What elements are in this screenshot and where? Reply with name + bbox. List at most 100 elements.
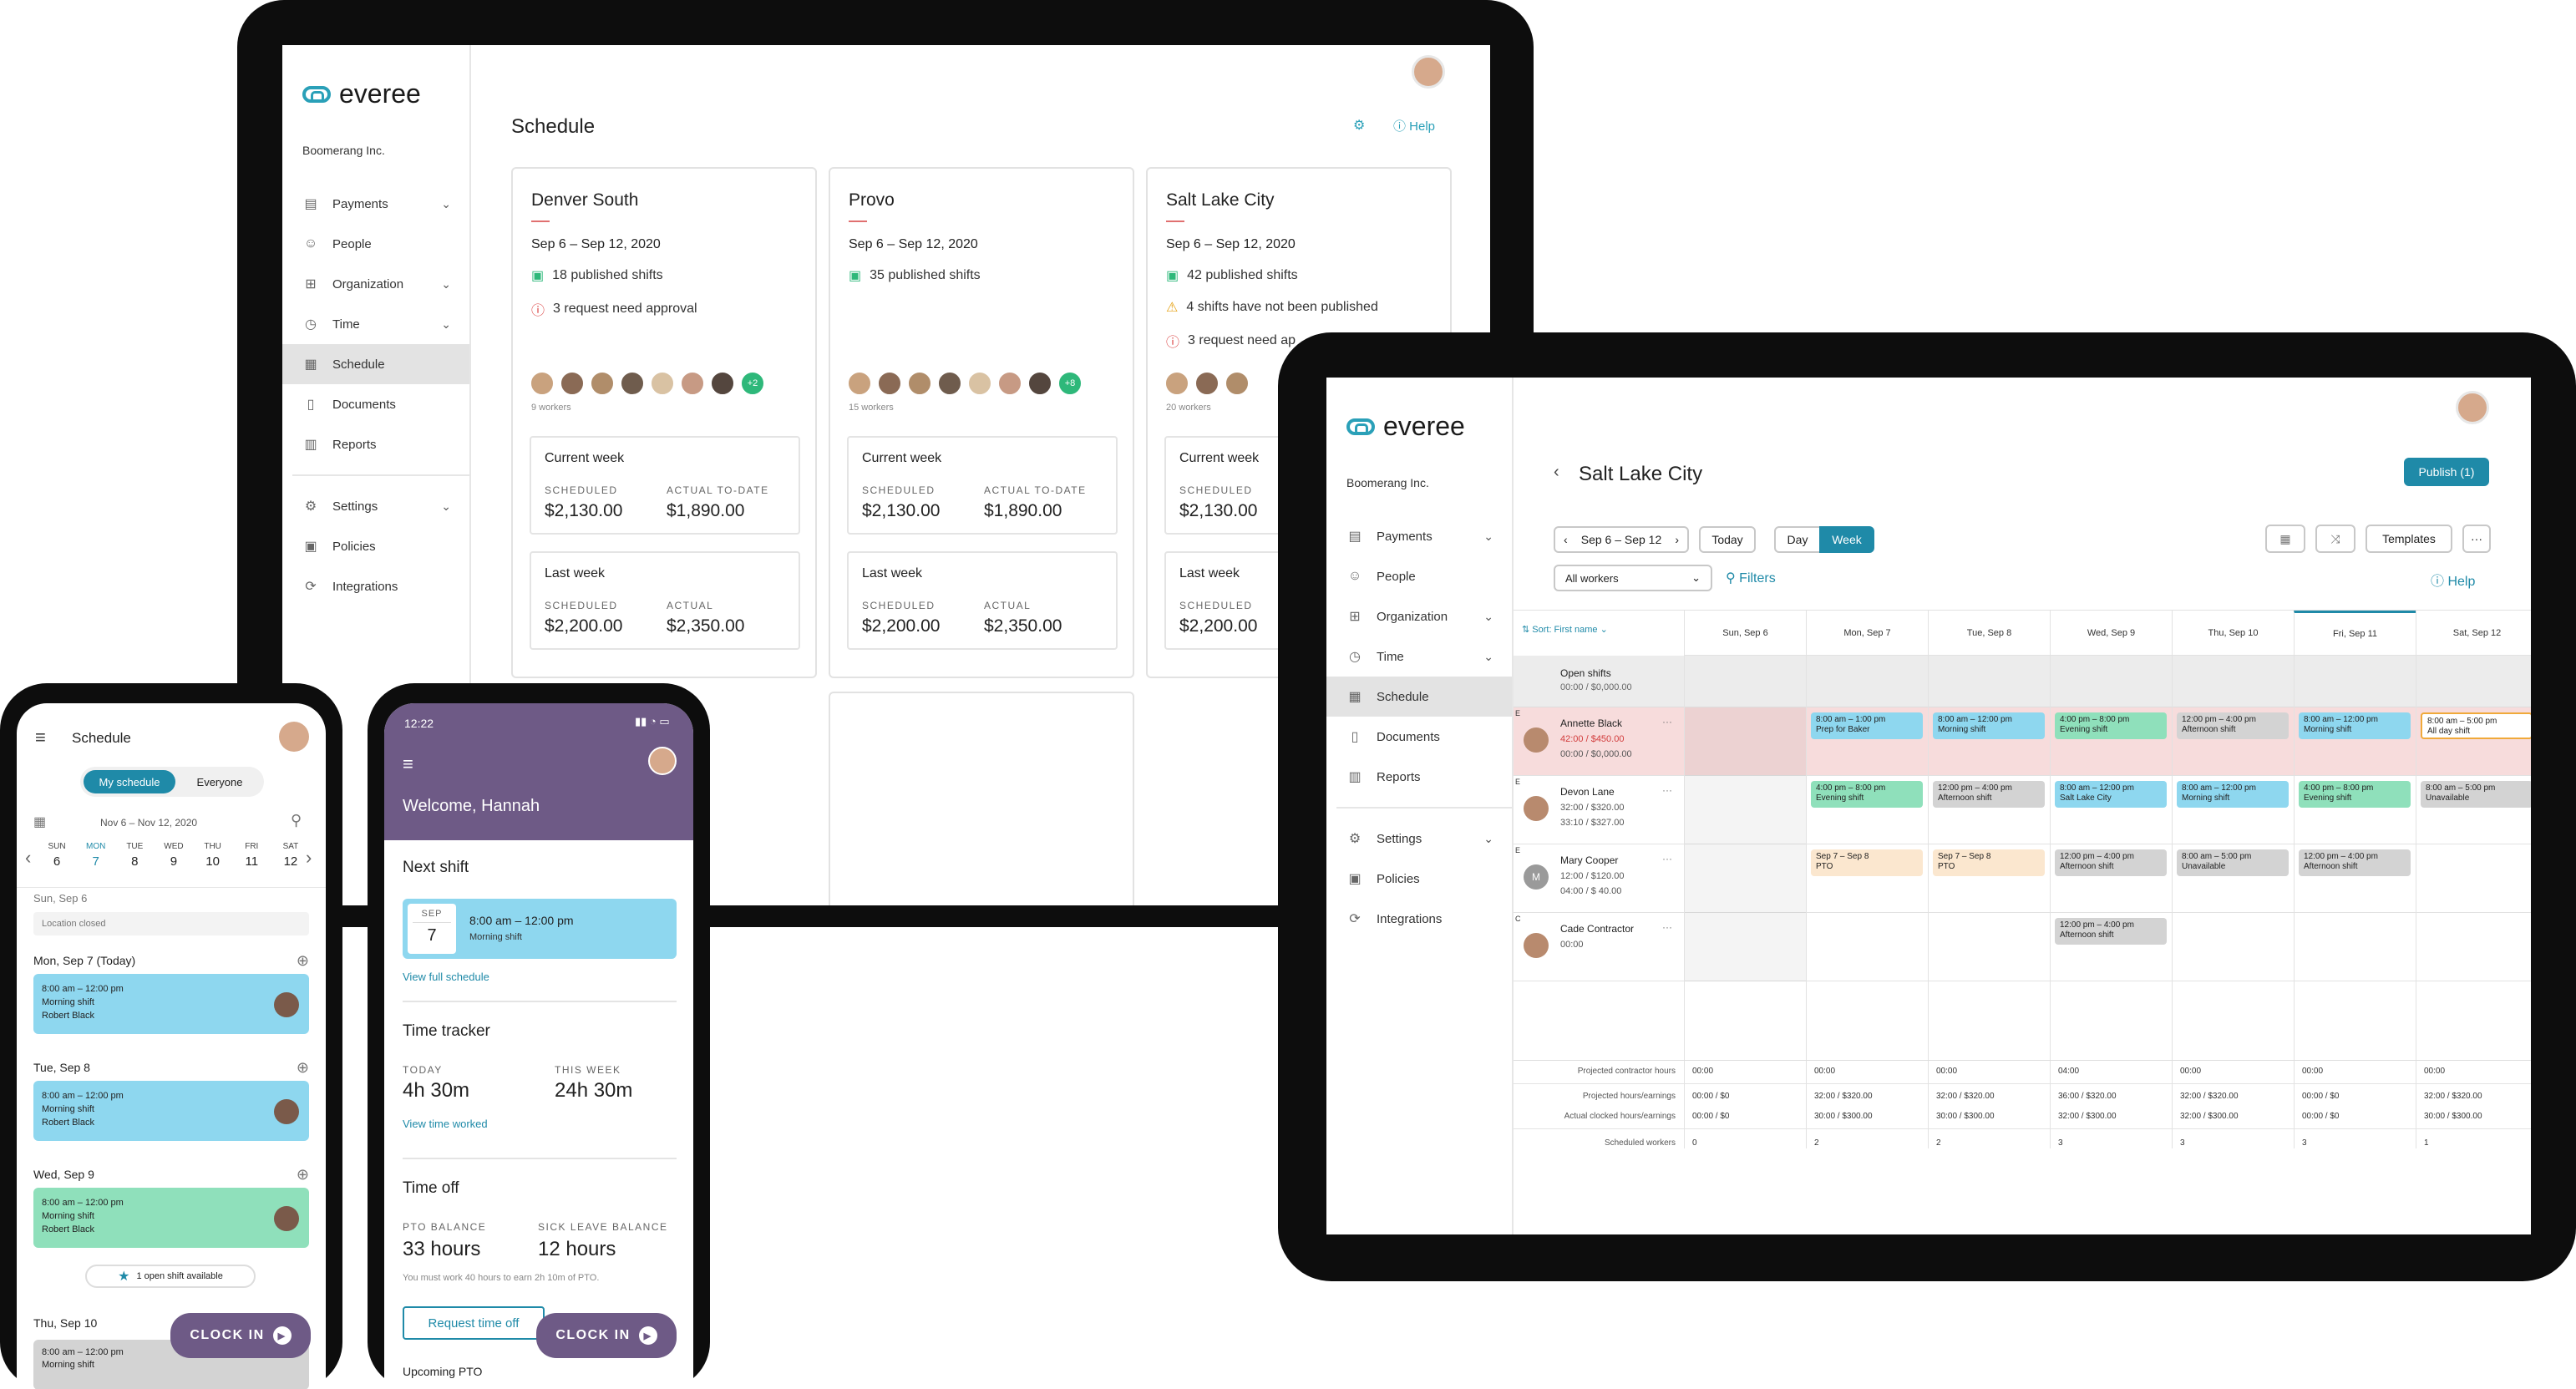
next-shift-card[interactable]: SEP 7 8:00 am – 12:00 pm Morning shift <box>403 899 677 959</box>
calendar-icon[interactable]: ▦ <box>33 815 47 829</box>
week-day[interactable]: SUN 6 <box>42 842 72 879</box>
shift-card[interactable]: 8:00 am – 12:00 pm Morning shift Robert Bl… <box>33 1081 309 1141</box>
workers-select[interactable]: All workers ⌄ <box>1554 565 1712 591</box>
date-range-selector[interactable]: ‹ Sep 6 – Sep 12 › <box>1554 526 1689 553</box>
nav-documents[interactable]: ▯ Documents <box>282 384 469 424</box>
add-shift-icon[interactable]: ⊕ <box>296 1166 309 1183</box>
week-day[interactable]: FRI 11 <box>236 842 266 879</box>
chevron-left-icon[interactable]: ‹ <box>1564 533 1568 546</box>
week-day[interactable]: WED 9 <box>159 842 189 879</box>
hamburger-icon[interactable]: ≡ <box>403 753 413 774</box>
shift-block[interactable]: 12:00 pm – 4:00 pm Afternoon shift <box>2055 918 2167 945</box>
shift-block[interactable]: 4:00 pm – 8:00 pm Evening shift <box>2299 781 2411 808</box>
user-avatar[interactable] <box>648 747 677 775</box>
nav-payments[interactable]: ▤ Payments ⌄ <box>1326 516 1512 556</box>
nav-integrations[interactable]: ⟳ Integrations <box>282 566 469 606</box>
week-toggle[interactable]: Week <box>1819 526 1874 553</box>
clock-in-button[interactable]: CLOCK IN ▶ <box>536 1313 677 1358</box>
chevron-right-icon[interactable]: › <box>306 847 312 868</box>
help-link[interactable]: ⓘ Help <box>2431 575 2476 589</box>
filter-icon[interactable]: ⚲ <box>291 812 302 829</box>
nav-time[interactable]: ◷ Time ⌄ <box>282 304 469 344</box>
nav-schedule[interactable]: ▦ Schedule <box>282 344 469 384</box>
shift-block[interactable]: 8:00 am – 1:00 pm Prep for Baker <box>1811 712 1923 739</box>
week-day[interactable]: MON 7 <box>81 842 111 879</box>
gear-icon[interactable]: ⚙ <box>1353 119 1366 133</box>
row-menu-icon[interactable]: ··· <box>1662 784 1672 796</box>
employee-row[interactable] <box>1514 844 2531 913</box>
nav-settings[interactable]: ⚙ Settings ⌄ <box>1326 819 1512 859</box>
shift-block[interactable]: 4:00 pm – 8:00 pm Evening shift <box>1811 781 1923 808</box>
day-toggle[interactable]: Day <box>1774 526 1821 553</box>
nav-settings[interactable]: ⚙ Settings ⌄ <box>282 486 469 526</box>
week-day[interactable]: THU 10 <box>198 842 228 879</box>
nav-organization[interactable]: ⊞ Organization ⌄ <box>282 264 469 304</box>
add-shift-icon[interactable]: ⊕ <box>296 952 309 969</box>
nav-people[interactable]: ☺ People <box>282 224 469 264</box>
shift-block[interactable]: 8:00 am – 5:00 pm Unavailable <box>2421 781 2531 808</box>
chevron-right-icon[interactable]: › <box>1675 533 1679 546</box>
shift-block[interactable]: 4:00 pm – 8:00 pm Evening shift <box>2055 712 2167 739</box>
shift-block[interactable]: Sep 7 – Sep 8 PTO <box>1811 849 1923 876</box>
add-shift-icon[interactable]: ⊕ <box>296 1059 309 1076</box>
nav-organization[interactable]: ⊞ Organization ⌄ <box>1326 596 1512 636</box>
shift-card[interactable]: 8:00 am – 12:00 pm Morning shift Robert Bl… <box>33 974 309 1034</box>
today-button[interactable]: Today <box>1699 526 1756 553</box>
row-menu-icon[interactable]: ··· <box>1662 921 1672 933</box>
shift-card[interactable]: 8:00 am – 12:00 pm Morning shift Robert Bl… <box>33 1188 309 1248</box>
user-avatar[interactable] <box>279 722 309 752</box>
shift-block[interactable]: 8:00 am – 5:00 pm All day shift <box>2421 712 2531 739</box>
everyone-tab[interactable]: Everyone <box>196 775 243 788</box>
shift-block[interactable]: 8:00 am – 12:00 pm Morning shift <box>2177 781 2289 808</box>
filters-button[interactable]: ⚲ Filters <box>1726 571 1776 586</box>
more-button[interactable]: ··· <box>2462 525 2491 553</box>
templates-button[interactable]: Templates <box>2366 525 2452 553</box>
employee-row[interactable] <box>1514 913 2531 981</box>
calendar-view-button[interactable]: ▦ <box>2265 525 2305 553</box>
view-time-worked-link[interactable]: View time worked <box>403 1118 488 1130</box>
help-link[interactable]: ⓘ Help <box>1393 119 1436 134</box>
hamburger-icon[interactable]: ≡ <box>35 727 46 748</box>
footer-value: 32:00 / $320.00 <box>2180 1092 2239 1101</box>
user-avatar[interactable] <box>1412 55 1445 89</box>
view-full-schedule-link[interactable]: View full schedule <box>403 971 489 983</box>
sort-control[interactable]: ⇅ Sort: First name ⌄ <box>1522 625 1608 635</box>
user-avatar[interactable] <box>2456 391 2489 424</box>
clock-in-button[interactable]: CLOCK IN ▶ <box>170 1313 311 1358</box>
week-day[interactable]: SAT 12 <box>276 842 306 879</box>
nav-people[interactable]: ☺ People <box>1326 556 1512 596</box>
location-card[interactable]: Provo Sep 6 – Sep 12, 2020 ▣ 35 published… <box>829 167 1134 678</box>
row-menu-icon[interactable]: ··· <box>1662 853 1672 864</box>
shuffle-button[interactable]: ⤨ <box>2315 525 2355 553</box>
back-arrow-icon[interactable]: ‹ <box>1554 463 1559 481</box>
request-time-off-button[interactable]: Request time off <box>403 1306 545 1340</box>
shift-block[interactable]: Sep 7 – Sep 8 PTO <box>1933 849 2045 876</box>
shift-block[interactable]: 12:00 pm – 4:00 pm Afternoon shift <box>2177 712 2289 739</box>
row-menu-icon[interactable]: ··· <box>1662 716 1672 727</box>
shift-block[interactable]: 12:00 pm – 4:00 pm Afternoon shift <box>2055 849 2167 876</box>
week-day[interactable]: TUE 8 <box>119 842 150 879</box>
avatar <box>1225 371 1250 396</box>
nav-policies[interactable]: ▣ Policies <box>282 526 469 566</box>
shift-block[interactable]: 12:00 pm – 4:00 pm Afternoon shift <box>1933 781 2045 808</box>
employee-row[interactable] <box>1514 776 2531 844</box>
nav-reports[interactable]: ▥ Reports <box>1326 757 1512 797</box>
location-card[interactable]: Denver South Sep 6 – Sep 12, 2020 ▣ 18 pu… <box>511 167 817 678</box>
nav-payments[interactable]: ▤ Payments ⌄ <box>282 184 469 224</box>
shift-block[interactable]: 8:00 am – 12:00 pm Salt Lake City <box>2055 781 2167 808</box>
chevron-left-icon[interactable]: ‹ <box>25 847 32 868</box>
nav-time[interactable]: ◷ Time ⌄ <box>1326 636 1512 677</box>
nav-schedule[interactable]: ▦ Schedule <box>1326 677 1512 717</box>
open-shift-chip[interactable]: ★ 1 open shift available <box>85 1265 256 1288</box>
publish-button[interactable]: Publish (1) <box>2404 458 2489 486</box>
shift-block[interactable]: 8:00 am – 12:00 pm Morning shift <box>1933 712 2045 739</box>
nav-integrations[interactable]: ⟳ Integrations <box>1326 899 1512 939</box>
nav-documents[interactable]: ▯ Documents <box>1326 717 1512 757</box>
shift-block[interactable]: 8:00 am – 5:00 pm Unavailable <box>2177 849 2289 876</box>
shift-block[interactable]: 12:00 pm – 4:00 pm Afternoon shift <box>2299 849 2411 876</box>
shift-block[interactable]: 8:00 am – 12:00 pm Morning shift <box>2299 712 2411 739</box>
location-card-partial[interactable] <box>829 692 1134 905</box>
my-schedule-tab[interactable]: My schedule <box>84 770 175 793</box>
nav-policies[interactable]: ▣ Policies <box>1326 859 1512 899</box>
nav-reports[interactable]: ▥ Reports <box>282 424 469 464</box>
